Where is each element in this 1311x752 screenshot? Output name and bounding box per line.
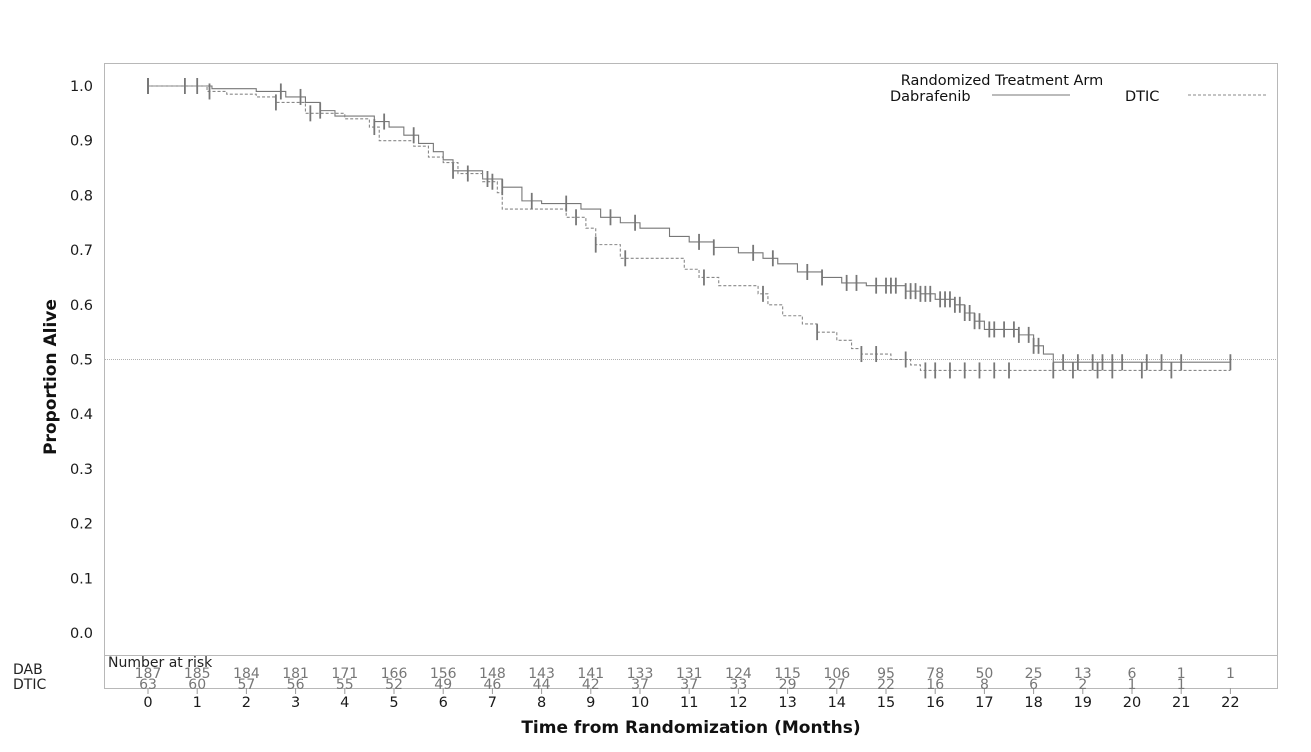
- risk-count-dtic: 46: [483, 677, 501, 693]
- risk-count-dab: 171: [331, 666, 358, 682]
- risk-count-dtic: 1: [1177, 677, 1186, 693]
- risk-count-dab: 141: [577, 666, 604, 682]
- risk-count-dab: 166: [381, 666, 408, 682]
- risk-count-dab: 131: [676, 666, 703, 682]
- risk-row-label-dtic: DTIC: [13, 677, 46, 693]
- risk-count-dtic: 8: [980, 677, 989, 693]
- risk-count-dtic: 44: [533, 677, 551, 693]
- y-tick-label: 0.6: [70, 298, 93, 314]
- x-tick-label: 21: [1172, 695, 1190, 711]
- risk-count-dab: 156: [430, 666, 457, 682]
- risk-count-dab: 185: [184, 666, 211, 682]
- risk-count-dab: 95: [877, 666, 895, 682]
- x-tick-label: 11: [680, 695, 698, 711]
- risk-count-dab: 181: [282, 666, 309, 682]
- censor-marks: [147, 78, 1232, 379]
- risk-count-dtic: 27: [828, 677, 846, 693]
- risk-count-dab: 115: [774, 666, 801, 682]
- x-tick-label: 3: [291, 695, 300, 711]
- risk-count-dtic: 42: [582, 677, 600, 693]
- risk-count-dab: 106: [823, 666, 850, 682]
- y-tick-label: 0.5: [70, 353, 93, 369]
- y-tick-label: 0.9: [70, 134, 93, 150]
- risk-count-dtic: 37: [680, 677, 698, 693]
- risk-count-dab: 1: [1177, 666, 1186, 682]
- x-tick-label: 9: [586, 695, 595, 711]
- legend: Randomized Treatment Arm Dabrafenib DTIC: [890, 73, 1266, 105]
- risk-count-dab: 187: [135, 666, 162, 682]
- risk-count-dab: 124: [725, 666, 752, 682]
- risk-count-dtic: 63: [139, 677, 157, 693]
- risk-table: Number at risk DAB DTIC 187 185 184 181 171 1…: [13, 655, 1235, 693]
- risk-count-dab: 143: [528, 666, 555, 682]
- x-tick-label: 6: [439, 695, 448, 711]
- x-tick-label: 17: [975, 695, 993, 711]
- risk-count-dab: 1: [1226, 666, 1235, 682]
- y-tick-label: 0.8: [70, 188, 93, 204]
- risk-count-dab: 78: [926, 666, 944, 682]
- x-tick-label: 0: [143, 695, 152, 711]
- risk-count-dtic: 37: [631, 677, 649, 693]
- x-axis-title: Time from Randomization (Months): [521, 718, 860, 738]
- x-tick-label: 16: [926, 695, 944, 711]
- x-tick-label: 1: [193, 695, 202, 711]
- risk-count-dtic: 33: [729, 677, 747, 693]
- x-axis: 0 1 2 3 4 5 6 7 8 9 10 11 12 13 14 15 16 17 18 19 20 21 22: [143, 688, 1240, 711]
- risk-count-dtic: 57: [237, 677, 255, 693]
- y-axis-title: Proportion Alive: [41, 299, 61, 455]
- risk-count-dab: 148: [479, 666, 506, 682]
- y-tick-label: 0.1: [70, 571, 93, 587]
- risk-count-dtic: 55: [336, 677, 354, 693]
- risk-count-dtic: 1: [1128, 677, 1137, 693]
- risk-count-dtic: 16: [926, 677, 944, 693]
- risk-count-dtic: 22: [877, 677, 895, 693]
- risk-count-dab: 13: [1074, 666, 1092, 682]
- risk-count-dab: 6: [1128, 666, 1137, 682]
- legend-label-dtic: DTIC: [1125, 89, 1159, 105]
- risk-count-dtic: 49: [434, 677, 452, 693]
- risk-count-dtic: 6: [1029, 677, 1038, 693]
- y-tick-label: 0.4: [70, 407, 93, 423]
- curve-dabrafenib: [148, 85, 1231, 363]
- x-tick-label: 5: [389, 695, 398, 711]
- risk-count-dtic: 60: [188, 677, 206, 693]
- risk-table-header: Number at risk: [108, 655, 213, 671]
- x-tick-label: 18: [1024, 695, 1042, 711]
- x-tick-label: 22: [1221, 695, 1239, 711]
- x-tick-label: 13: [778, 695, 796, 711]
- y-tick-label: 1.0: [70, 79, 93, 95]
- risk-row-label-dab: DAB: [13, 662, 43, 678]
- x-tick-label: 12: [729, 695, 747, 711]
- risk-table-frame: [104, 655, 1278, 689]
- risk-count-dtic: 29: [779, 677, 797, 693]
- risk-count-dtic: 2: [1078, 677, 1087, 693]
- x-tick-label: 15: [877, 695, 895, 711]
- y-tick-label: 0.0: [70, 626, 93, 642]
- risk-count-dtic: 56: [287, 677, 305, 693]
- risk-count-dab: 25: [1025, 666, 1043, 682]
- x-tick-label: 7: [488, 695, 497, 711]
- risk-count-dab: 50: [975, 666, 993, 682]
- curve-dtic: [148, 85, 1231, 371]
- x-tick-label: 14: [828, 695, 846, 711]
- x-tick-label: 8: [537, 695, 546, 711]
- y-axis: 0.0 0.1 0.2 0.3 0.4 0.5 0.6 0.7 0.8 0.9 1.0: [70, 79, 93, 642]
- x-tick-label: 10: [631, 695, 649, 711]
- x-tick-label: 4: [340, 695, 349, 711]
- x-tick-label: 19: [1074, 695, 1092, 711]
- y-tick-label: 0.7: [70, 243, 93, 259]
- x-tick-label: 20: [1123, 695, 1141, 711]
- legend-title: Randomized Treatment Arm: [901, 73, 1104, 89]
- x-tick-label: 2: [242, 695, 251, 711]
- y-tick-label: 0.2: [70, 517, 93, 533]
- risk-count-dab: 184: [233, 666, 260, 682]
- risk-count-dtic: 52: [385, 677, 403, 693]
- y-tick-label: 0.3: [70, 462, 93, 478]
- survival-curves: [148, 85, 1231, 371]
- legend-label-dabrafenib: Dabrafenib: [890, 89, 971, 105]
- risk-count-dab: 133: [627, 666, 654, 682]
